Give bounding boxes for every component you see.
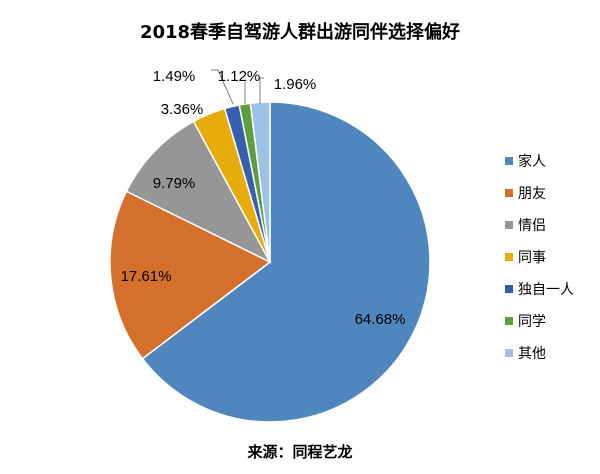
legend-label: 其他 bbox=[518, 346, 546, 362]
data-label: 9.79% bbox=[153, 175, 196, 192]
legend-swatch bbox=[505, 285, 513, 293]
legend-label: 家人 bbox=[518, 153, 546, 170]
leader-line bbox=[259, 77, 264, 104]
legend-swatch bbox=[505, 221, 513, 229]
data-label: 1.49% bbox=[153, 68, 196, 85]
data-label: 1.96% bbox=[274, 76, 317, 93]
legend-swatch bbox=[505, 189, 513, 197]
data-label: 1.12% bbox=[218, 68, 261, 85]
legend-label: 独自一人 bbox=[518, 282, 574, 298]
leader-line bbox=[211, 69, 234, 105]
source-note: 来源：同程艺龙 bbox=[247, 443, 353, 461]
legend-swatch bbox=[505, 157, 513, 165]
legend-label: 情侣 bbox=[518, 218, 546, 234]
pie-slice-2 bbox=[125, 120, 272, 264]
data-label: 3.36% bbox=[161, 101, 204, 118]
data-label: 17.61% bbox=[121, 268, 172, 285]
legend-swatch bbox=[505, 253, 513, 261]
chart-title: 2018春季自驾游人群出游同伴选择偏好 bbox=[139, 22, 461, 43]
legend-label: 朋友 bbox=[518, 186, 546, 202]
data-label: 64.68% bbox=[355, 311, 406, 328]
legend-label: 同学 bbox=[518, 314, 546, 330]
legend-swatch bbox=[505, 349, 513, 357]
pie-slice-0 bbox=[141, 101, 431, 423]
pie-slice-1 bbox=[109, 190, 272, 360]
legend-label: 同事 bbox=[518, 250, 546, 266]
legend-swatch bbox=[505, 317, 513, 325]
